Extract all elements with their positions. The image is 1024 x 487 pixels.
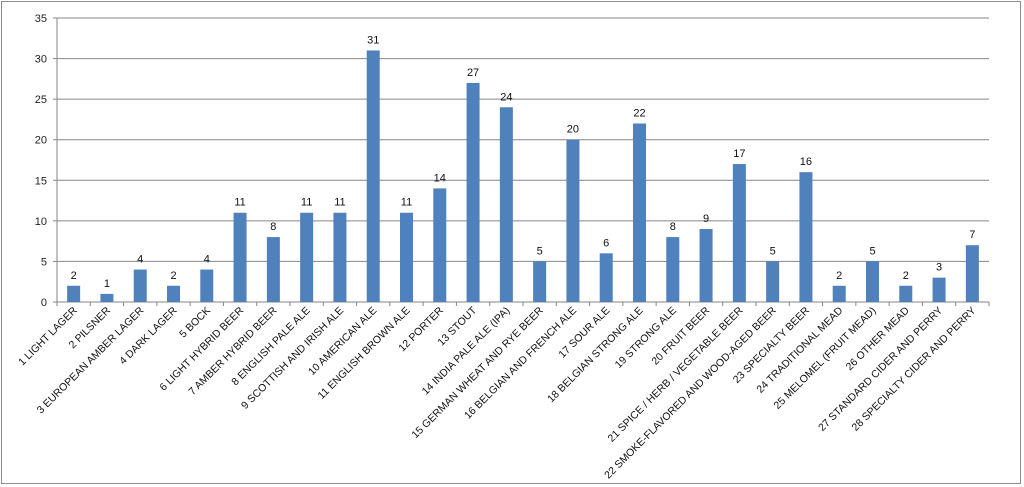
bar (832, 285, 846, 302)
bar (266, 237, 280, 302)
bar (699, 228, 713, 302)
data-label: 8 (270, 221, 276, 233)
y-tick-label: 35 (35, 13, 47, 25)
data-label: 2 (903, 270, 909, 282)
data-label: 11 (401, 197, 412, 209)
bar (433, 188, 447, 302)
data-label: 22 (633, 107, 645, 119)
axes (53, 17, 990, 306)
data-label: 2 (170, 270, 176, 282)
bar (400, 212, 413, 302)
category-label: 19 STRONG ALE (613, 305, 679, 371)
data-label: 6 (603, 237, 609, 249)
data-label: 5 (869, 245, 875, 257)
data-label: 11 (301, 197, 312, 209)
bar (633, 123, 646, 302)
data-label: 14 (434, 172, 446, 184)
data-label: 8 (670, 221, 676, 233)
bar (566, 139, 580, 302)
data-label: 11 (234, 197, 245, 209)
bar (300, 212, 314, 302)
y-tick-label: 25 (35, 94, 47, 106)
data-label: 16 (800, 156, 812, 168)
y-tick-label: 5 (41, 256, 47, 268)
bar (965, 245, 979, 302)
bar (200, 269, 214, 302)
bar (366, 50, 380, 303)
category-label: 4 DARK LAGER (117, 304, 180, 367)
bar (799, 172, 813, 302)
data-label: 20 (567, 124, 579, 136)
y-tick-label: 0 (41, 297, 47, 309)
bar (233, 212, 247, 302)
bar (932, 277, 946, 302)
bar (67, 285, 81, 302)
data-label: 2 (71, 270, 77, 282)
data-label: 17 (733, 148, 745, 160)
y-tick-label: 20 (35, 135, 47, 147)
data-label: 9 (703, 213, 709, 225)
category-label: 27 STANDARD CIDER AND PERRY (816, 305, 945, 434)
bar (866, 261, 879, 302)
bar (133, 269, 147, 302)
data-label: 4 (137, 254, 143, 266)
data-label: 27 (467, 67, 479, 79)
bar (499, 107, 513, 302)
data-label: 11 (334, 197, 345, 209)
bar (333, 212, 347, 302)
y-tick-label: 10 (35, 216, 47, 228)
data-label: 1 (104, 278, 110, 290)
data-label: 3 (936, 262, 942, 274)
bar (466, 82, 480, 303)
data-label: 4 (204, 254, 210, 266)
category-label: 1 LIGHT LAGER (16, 304, 80, 368)
y-tick-label: 15 (35, 175, 47, 187)
data-label: 2 (836, 270, 842, 282)
bar (732, 164, 746, 302)
data-label: 31 (367, 34, 379, 46)
bar (167, 285, 180, 302)
bar (899, 285, 913, 302)
bar (100, 293, 114, 302)
data-label: 5 (770, 245, 776, 257)
bars (67, 50, 979, 303)
bar (766, 261, 780, 302)
gridlines (57, 17, 989, 262)
data-label: 5 (537, 245, 543, 257)
category-label: 28 SPECIALTY CIDER AND PERRY (849, 305, 978, 434)
bar (599, 253, 613, 302)
bar (533, 261, 547, 302)
category-label: 20 FRUIT BEER (649, 304, 712, 367)
y-tick-label: 30 (35, 54, 47, 66)
data-label: 24 (500, 91, 512, 103)
data-label: 7 (969, 229, 975, 241)
bar (666, 237, 680, 302)
y-tick-labels: 0 5 10 15 20 25 30 35 (35, 13, 47, 309)
